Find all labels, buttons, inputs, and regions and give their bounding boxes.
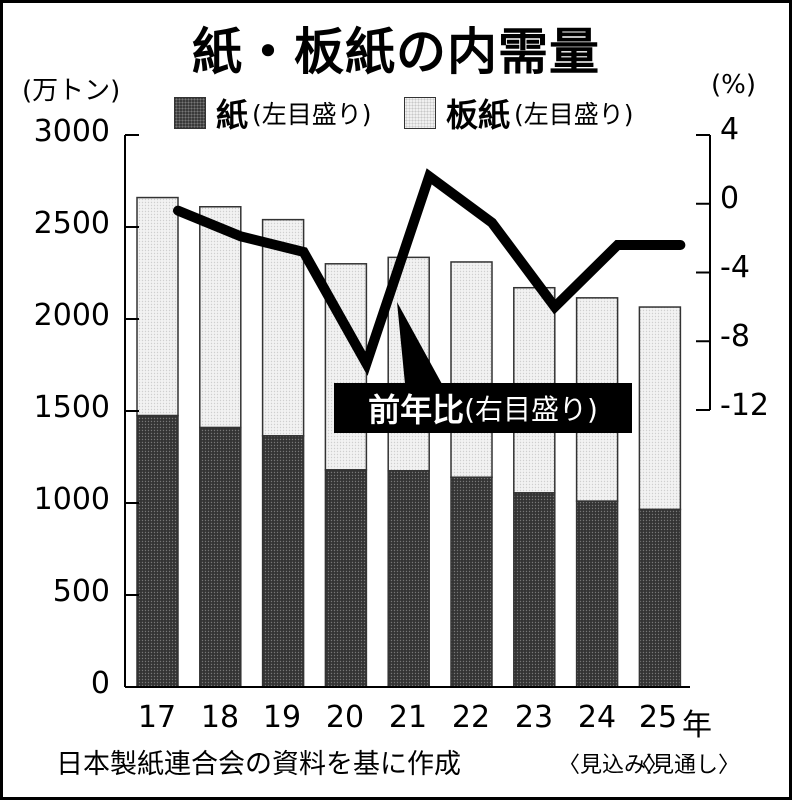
x-tick: 20 [325, 700, 365, 735]
left-tick-2500: 2500 [33, 206, 110, 241]
bar-paper [575, 500, 619, 688]
axes [124, 134, 711, 688]
bar-paper [199, 426, 242, 688]
source-note: 日本製紙連合会の資料を基に作成 [56, 749, 461, 780]
left-tick-500: 500 [52, 574, 110, 609]
yoy-callout: 前年比 (右目盛り) [334, 383, 632, 433]
x-tick: 24 [577, 700, 617, 735]
x-axis-unit: 年 [682, 708, 712, 743]
legend-label: 紙 [216, 96, 249, 134]
legend-swatch-paperboard [404, 97, 436, 129]
chart-title: 紙・板紙の内需量 [192, 23, 600, 81]
left-tick-3000: 3000 [33, 114, 110, 149]
bar-group-18 [199, 206, 242, 688]
bar-group-23 [513, 286, 556, 688]
bar-paper [136, 414, 179, 688]
legend-item-paperboard: 板紙 (左目盛り) [404, 93, 634, 134]
right-tick-4: 4 [720, 112, 740, 147]
legend-note: (左目盛り) [514, 100, 634, 129]
left-tick-2000: 2000 [33, 298, 110, 333]
bar-group-21 [387, 256, 430, 688]
left-tick-1000: 1000 [33, 482, 110, 517]
legend-note: (左目盛り) [252, 100, 372, 129]
left-axis-unit: (万トン) [22, 76, 121, 106]
x-tick: 18 [200, 700, 240, 735]
callout-label: 前年比 [368, 391, 465, 429]
callout-pointer [397, 302, 442, 384]
bar-paperboard [199, 206, 242, 429]
bar-series [136, 196, 682, 688]
bar-paper [638, 508, 682, 688]
right-tick-neg12: -12 [720, 388, 769, 423]
legend-swatch-paper [174, 97, 206, 129]
x-tick: 19 [262, 700, 302, 735]
legend-label: 板紙 [446, 96, 511, 134]
bar-paperboard [136, 196, 179, 417]
bar-group-22 [450, 261, 493, 688]
x-note-24: 〈見込み〉 [558, 753, 669, 778]
bar-paperboard [450, 261, 493, 478]
callout-note: (右目盛り) [464, 393, 598, 426]
x-tick: 21 [388, 700, 428, 735]
bar-paper [324, 469, 368, 688]
bar-paper [450, 476, 493, 688]
bar-group-25 [638, 306, 682, 688]
right-tick-0: 0 [720, 181, 740, 216]
bar-paper [387, 470, 430, 688]
x-note-25: 〈見通し〉 [630, 753, 741, 778]
x-tick: 22 [451, 700, 491, 735]
right-axis-unit: (%) [711, 70, 756, 100]
right-tick-neg8: -8 [720, 319, 750, 354]
bar-paperboard [261, 218, 305, 437]
right-tick-neg4: -4 [720, 250, 750, 285]
x-tick: 17 [137, 700, 177, 735]
bar-paper [261, 435, 305, 688]
left-tick-1500: 1500 [33, 390, 110, 425]
legend-item-paper: 紙 (左目盛り) [174, 93, 372, 134]
x-tick: 25 [638, 700, 678, 735]
left-tick-0: 0 [90, 666, 110, 701]
bar-group-19 [261, 218, 305, 688]
bar-paperboard [638, 306, 682, 511]
bar-group-24 [575, 297, 619, 688]
yoy-line [173, 168, 686, 376]
bar-paper [513, 492, 556, 688]
bar-group-17 [136, 196, 179, 688]
x-tick: 23 [514, 700, 554, 735]
